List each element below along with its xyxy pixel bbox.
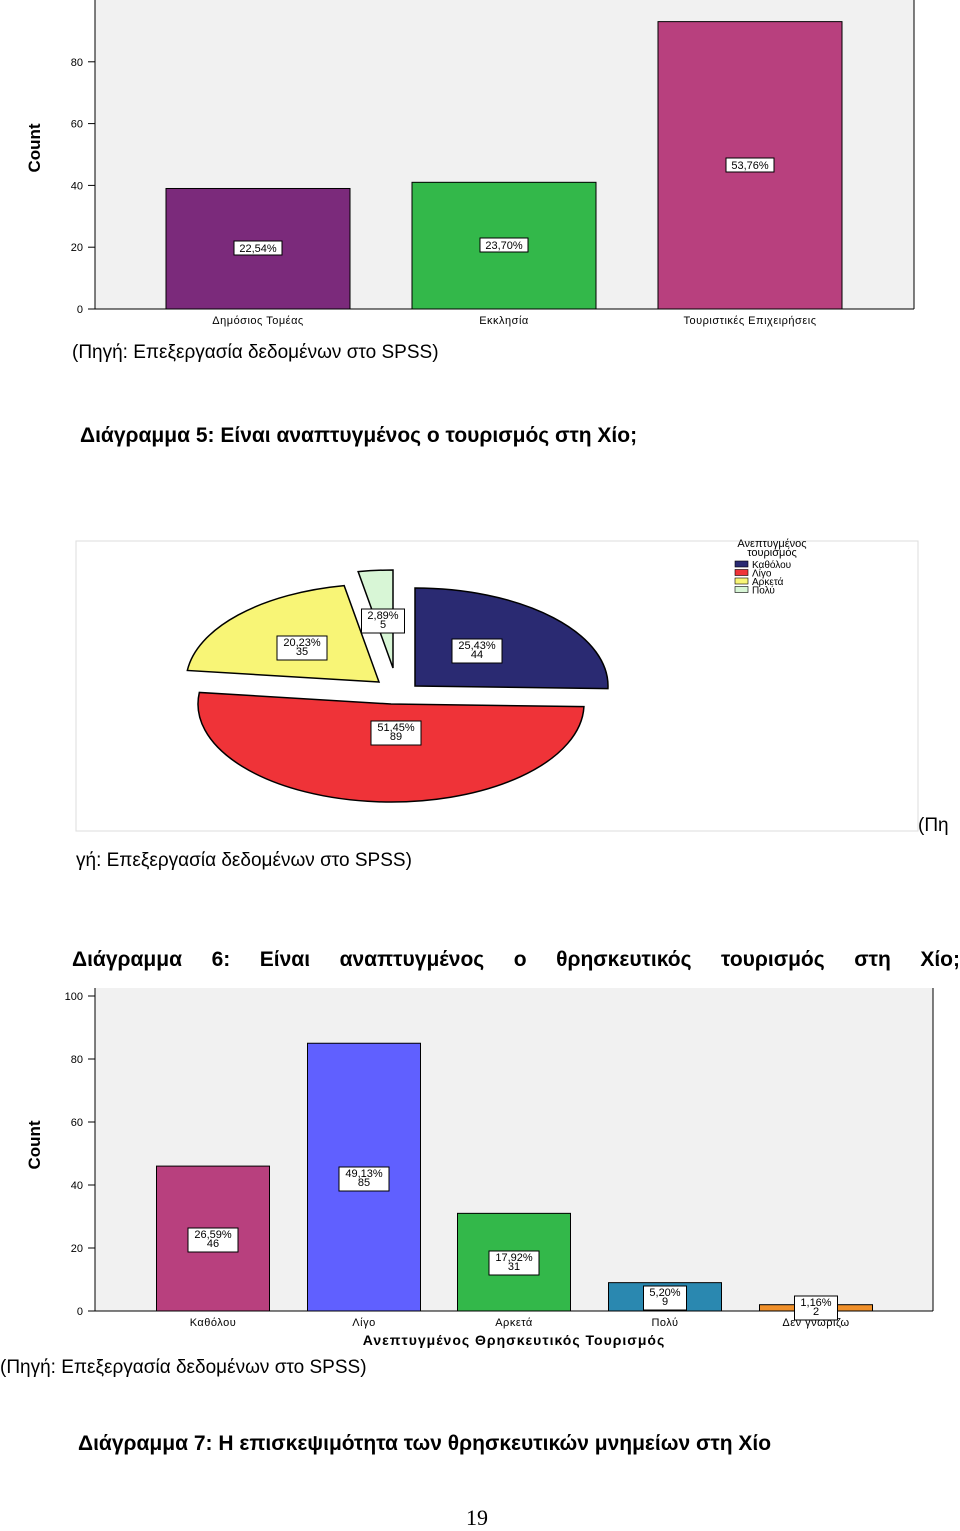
data-label-box: [233, 240, 283, 256]
legend-title-line: τουρισμός: [747, 547, 797, 559]
y-axis-title-1: Count: [25, 123, 44, 172]
y-tick-label: 20: [71, 1243, 83, 1255]
y-tick-label: 80: [71, 1054, 83, 1066]
bar-data-label-pct: 1,16%: [800, 1297, 831, 1309]
pie-data-label-count: 35: [296, 646, 308, 658]
category-label: Αρκετά: [495, 1317, 533, 1329]
pie-slice: [414, 587, 609, 690]
bar-data-label-box: [488, 1250, 540, 1276]
category-label: Δημόσιος Τομέας: [212, 315, 303, 327]
pie-chart-tourism: 25,43%44 51,45%89 20,23%35 2,89%5 Ανεπτυγμέν…: [75, 538, 919, 832]
source-note-1: (Πηγή: Επεξεργασία δεδομένων στο SPSS): [72, 342, 439, 363]
category-label: Εκκλησία: [479, 315, 529, 327]
y-tick-label: 60: [71, 1117, 83, 1129]
page-number: 19: [466, 1505, 488, 1530]
bar-data-label-pct: 5,20%: [649, 1287, 680, 1299]
pie-data-label-box: [370, 720, 422, 746]
y-tick-label: 60: [71, 119, 83, 131]
data-label-box: [479, 237, 529, 253]
legend-swatch: [734, 560, 749, 568]
bar-data-label-box: [794, 1295, 838, 1321]
data-label: 22,54%: [239, 243, 277, 255]
y-tick-label: 20: [71, 242, 83, 254]
data-label: 53,76%: [731, 160, 769, 172]
bar-data-label-box: [338, 1166, 390, 1192]
pie-data-label-pct: 51,45%: [377, 722, 415, 734]
pie-data-label-box: [276, 635, 328, 661]
bar-data-label-box: [187, 1227, 239, 1253]
y-tick-label: 0: [77, 304, 83, 316]
legend-title-line: Ανεπτυγμένος: [737, 538, 806, 550]
pie-legend: ΑνεπτυγμένοςτουρισμόςΚαθόλουΛίγοΑρκετάΠο…: [734, 538, 807, 597]
pie-data-label-box: [451, 638, 503, 664]
data-label-box: [725, 157, 775, 173]
category-label: Καθόλου: [190, 1317, 237, 1329]
pie-data-label-count: 44: [471, 649, 483, 661]
y-tick-label: 0: [77, 1306, 83, 1318]
category-label: Λίγο: [352, 1317, 375, 1329]
pie-data-label-pct: 25,43%: [458, 640, 496, 652]
caption-diagram-5: Διάγραμμα 5: Είναι αναπτυγμένος ο τουρισ…: [80, 424, 638, 447]
category-label: Πολύ: [651, 1317, 678, 1329]
legend-item-label: Καθόλου: [752, 559, 791, 571]
bar-data-label-count: 2: [813, 1306, 819, 1318]
pie-data-label-pct: 2,89%: [367, 610, 398, 622]
bar-data-label-count: 9: [662, 1296, 668, 1308]
pie-data-label-count: 5: [380, 619, 386, 631]
caption-diagram-6: Διάγραμμα 6: Είναι αναπτυγμένος ο θρησκε…: [72, 948, 960, 971]
source-note-2-end: γή: Επεξεργασία δεδομένων στο SPSS): [76, 850, 412, 871]
data-label: 23,70%: [485, 240, 523, 252]
bar-data-label-box: [643, 1285, 687, 1311]
y-tick-label: 40: [71, 180, 83, 192]
category-label: Τουριστικές Επιχειρήσεις: [684, 315, 817, 327]
source-note-3: (Πηγή: Επεξεργασία δεδομένων στο SPSS): [0, 1357, 367, 1378]
caption-diagram-7: Διάγραμμα 7: Η επισκεψιμότητα των θρησκε…: [78, 1432, 772, 1455]
legend-swatch: [734, 577, 749, 585]
bar-data-label-pct: 49,13%: [345, 1168, 383, 1180]
legend-swatch: [734, 569, 749, 576]
pie-slice: [186, 584, 381, 683]
legend-item-label: Αρκετά: [752, 576, 784, 588]
x-axis-title-3: Ανεπτυγμένος Θρησκευτικός Τουρισμός: [363, 1332, 666, 1348]
legend-item-label: Λίγο: [752, 568, 772, 580]
pie-slice: [197, 691, 585, 803]
y-tick-label: 100: [65, 991, 83, 1003]
bar-chart-sector: 0 20 40 60 80 Count Δημόσιος Τομέας Εκκλησία Του…: [25, 0, 915, 327]
bar-data-label-count: 85: [358, 1177, 370, 1189]
y-tick-label: 40: [71, 1180, 83, 1192]
pie-data-label-count: 89: [390, 731, 402, 743]
bar-data-label-count: 46: [207, 1238, 219, 1250]
legend-item-label: Πολύ: [752, 585, 775, 597]
bar-data-label-pct: 17,92%: [495, 1252, 533, 1264]
pie-data-label-pct: 20,23%: [283, 637, 321, 649]
y-tick-label: 80: [71, 57, 83, 69]
source-note-2-start: (Πη: [918, 815, 949, 836]
bar-data-label-count: 31: [508, 1261, 520, 1273]
pie-data-label-box: [361, 608, 405, 634]
bar-data-label-pct: 26,59%: [194, 1229, 232, 1241]
y-axis-title-3: Count: [25, 1120, 44, 1169]
legend-swatch: [734, 586, 749, 593]
